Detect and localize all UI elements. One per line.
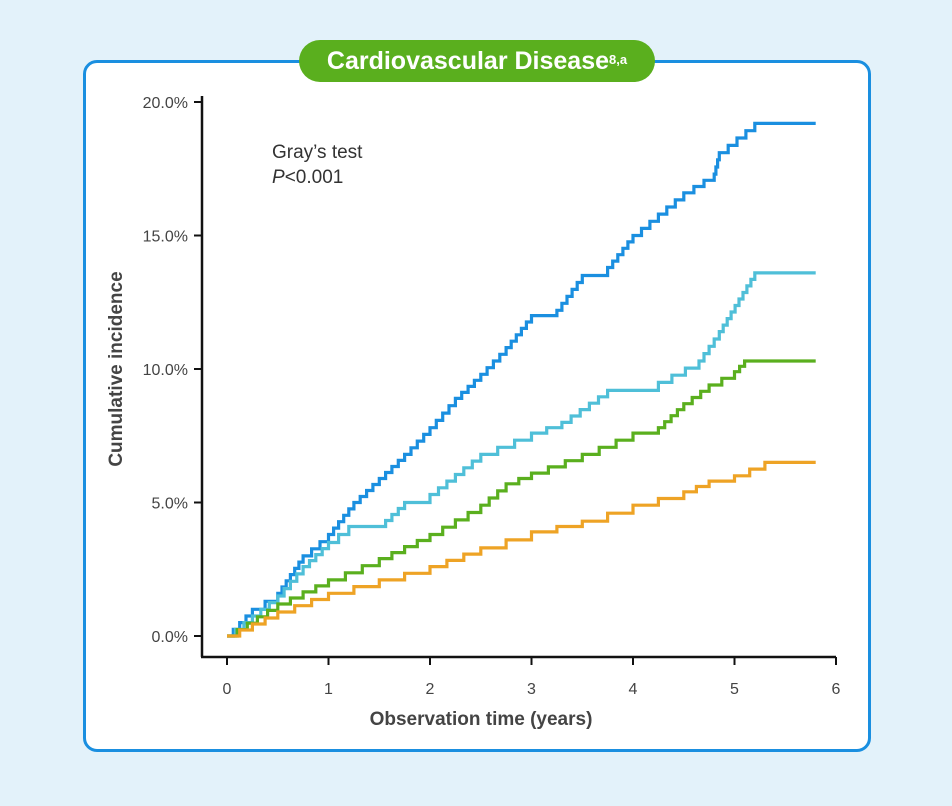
y-tick-label: 10.0% bbox=[143, 362, 188, 379]
x-tick-label: 3 bbox=[527, 681, 536, 698]
x-tick-label: 4 bbox=[629, 681, 638, 698]
series-line-1 bbox=[227, 121, 816, 638]
x-axis-label: Observation time (years) bbox=[370, 709, 593, 730]
x-tick-label: 2 bbox=[426, 681, 435, 698]
title-superscript: 8,a bbox=[609, 51, 628, 67]
annotation-p: P<0.001 bbox=[272, 167, 343, 188]
series-line-2 bbox=[227, 271, 816, 638]
x-tick-label: 6 bbox=[832, 681, 841, 698]
x-tick-label: 0 bbox=[223, 681, 232, 698]
series-line-3 bbox=[227, 359, 816, 638]
y-tick-label: 0.0% bbox=[152, 629, 188, 646]
annotation-test: Gray’s test bbox=[272, 142, 363, 163]
title-text: Cardiovascular Disease bbox=[326, 46, 610, 75]
chart-frame bbox=[83, 60, 871, 752]
y-tick-label: 20.0% bbox=[143, 95, 188, 112]
y-tick-label: 15.0% bbox=[143, 229, 188, 246]
x-tick-label: 1 bbox=[324, 681, 333, 698]
x-tick-label: 5 bbox=[730, 681, 739, 698]
chart-title: Cardiovascular Disease 8,a bbox=[299, 40, 655, 82]
series-line-4 bbox=[227, 460, 816, 638]
y-axis-label: Cumulative incidence bbox=[106, 271, 127, 466]
y-tick-label: 5.0% bbox=[152, 496, 188, 513]
